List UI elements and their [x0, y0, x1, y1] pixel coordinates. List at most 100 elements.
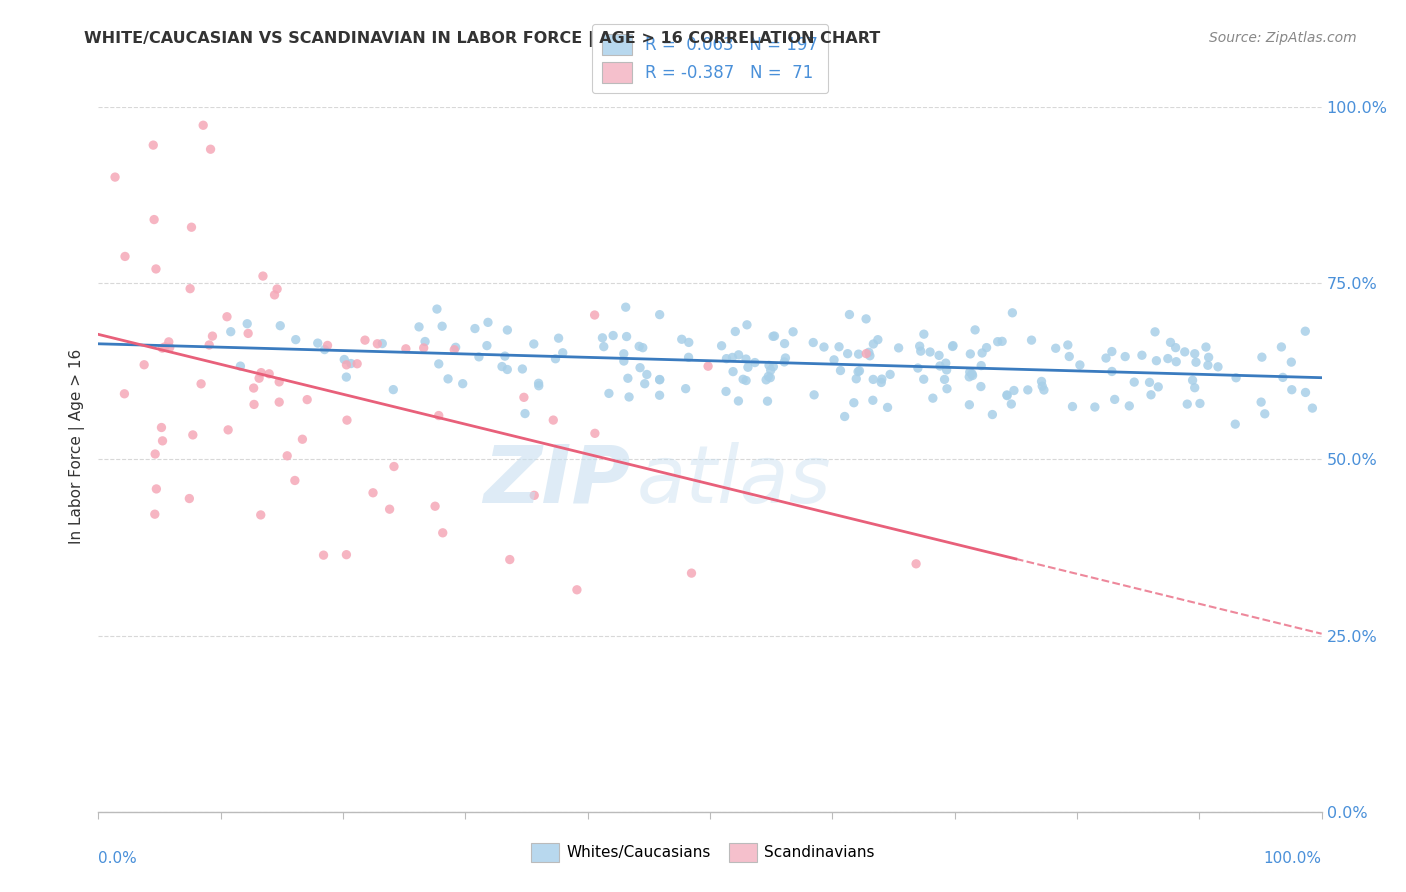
Point: [1031, 379, 1053, 393]
Point: [957, 370, 980, 384]
Point: [592, 340, 614, 354]
Point: [648, 308, 671, 322]
Point: [773, 355, 796, 369]
Point: [1279, 355, 1302, 369]
Point: [737, 360, 759, 375]
Point: [617, 390, 640, 404]
Point: [756, 394, 779, 409]
Point: [887, 341, 910, 355]
Point: [314, 343, 336, 357]
Point: [335, 370, 357, 384]
Point: [523, 488, 546, 502]
Point: [960, 367, 983, 381]
Point: [284, 474, 307, 488]
Point: [910, 344, 932, 359]
Point: [249, 508, 271, 522]
Point: [1045, 341, 1067, 355]
Point: [201, 329, 224, 343]
Point: [995, 389, 1018, 403]
Point: [631, 341, 654, 355]
Point: [1123, 375, 1146, 389]
Point: [276, 449, 298, 463]
Point: [614, 300, 637, 314]
Point: [758, 359, 780, 373]
Point: [366, 336, 388, 351]
Point: [721, 365, 744, 379]
Point: [846, 365, 869, 379]
Point: [598, 386, 620, 401]
Point: [1095, 351, 1118, 365]
Point: [295, 392, 318, 407]
Point: [413, 334, 436, 349]
Point: [934, 372, 956, 386]
Point: [145, 262, 167, 277]
Point: [543, 413, 565, 427]
Point: [834, 409, 856, 424]
Point: [671, 332, 693, 346]
Point: [828, 340, 851, 354]
Text: atlas: atlas: [637, 442, 831, 519]
Point: [648, 388, 671, 402]
Point: [335, 358, 357, 372]
Point: [477, 315, 499, 329]
Point: [215, 310, 238, 324]
Point: [907, 361, 929, 376]
Point: [583, 426, 606, 441]
Point: [912, 327, 935, 342]
Point: [935, 356, 957, 370]
Point: [617, 371, 640, 385]
Point: [1164, 341, 1187, 355]
Point: [266, 282, 288, 296]
Point: [236, 326, 259, 341]
Point: [1000, 397, 1022, 411]
Point: [134, 358, 156, 372]
Point: [801, 335, 824, 350]
Point: [443, 343, 465, 357]
Point: [1031, 375, 1053, 389]
Point: [678, 351, 700, 365]
Point: [848, 347, 870, 361]
Point: [1294, 324, 1316, 338]
Point: [1104, 392, 1126, 407]
Point: [371, 336, 394, 351]
Point: [1195, 340, 1218, 354]
Point: [1225, 417, 1247, 431]
Point: [1271, 370, 1294, 384]
Point: [252, 269, 274, 284]
Point: [242, 381, 264, 395]
Point: [316, 338, 339, 352]
Point: [1184, 381, 1206, 395]
Point: [219, 325, 242, 339]
Point: [1160, 335, 1182, 350]
Text: 0.0%: 0.0%: [98, 851, 138, 865]
Point: [250, 366, 273, 380]
Point: [451, 376, 474, 391]
Point: [217, 423, 239, 437]
Point: [395, 342, 418, 356]
Point: [870, 372, 893, 386]
Point: [936, 382, 959, 396]
Point: [1295, 385, 1317, 400]
Point: [247, 371, 270, 385]
Point: [565, 582, 588, 597]
Point: [496, 362, 519, 376]
Point: [813, 340, 835, 354]
Text: Source: ZipAtlas.com: Source: ZipAtlas.com: [1209, 31, 1357, 45]
Point: [970, 359, 993, 373]
Point: [143, 447, 166, 461]
Point: [1301, 401, 1323, 416]
Text: In Labor Force | Age > 16: In Labor Force | Age > 16: [69, 349, 86, 543]
Point: [193, 118, 215, 132]
Point: [1184, 347, 1206, 361]
Point: [1197, 358, 1219, 372]
Point: [1057, 350, 1080, 364]
Point: [735, 374, 758, 388]
Point: [862, 393, 884, 408]
Point: [198, 338, 221, 352]
Point: [1001, 306, 1024, 320]
Point: [628, 360, 651, 375]
Point: [591, 331, 613, 345]
Point: [970, 379, 993, 393]
Point: [628, 339, 651, 353]
Point: [551, 345, 574, 359]
